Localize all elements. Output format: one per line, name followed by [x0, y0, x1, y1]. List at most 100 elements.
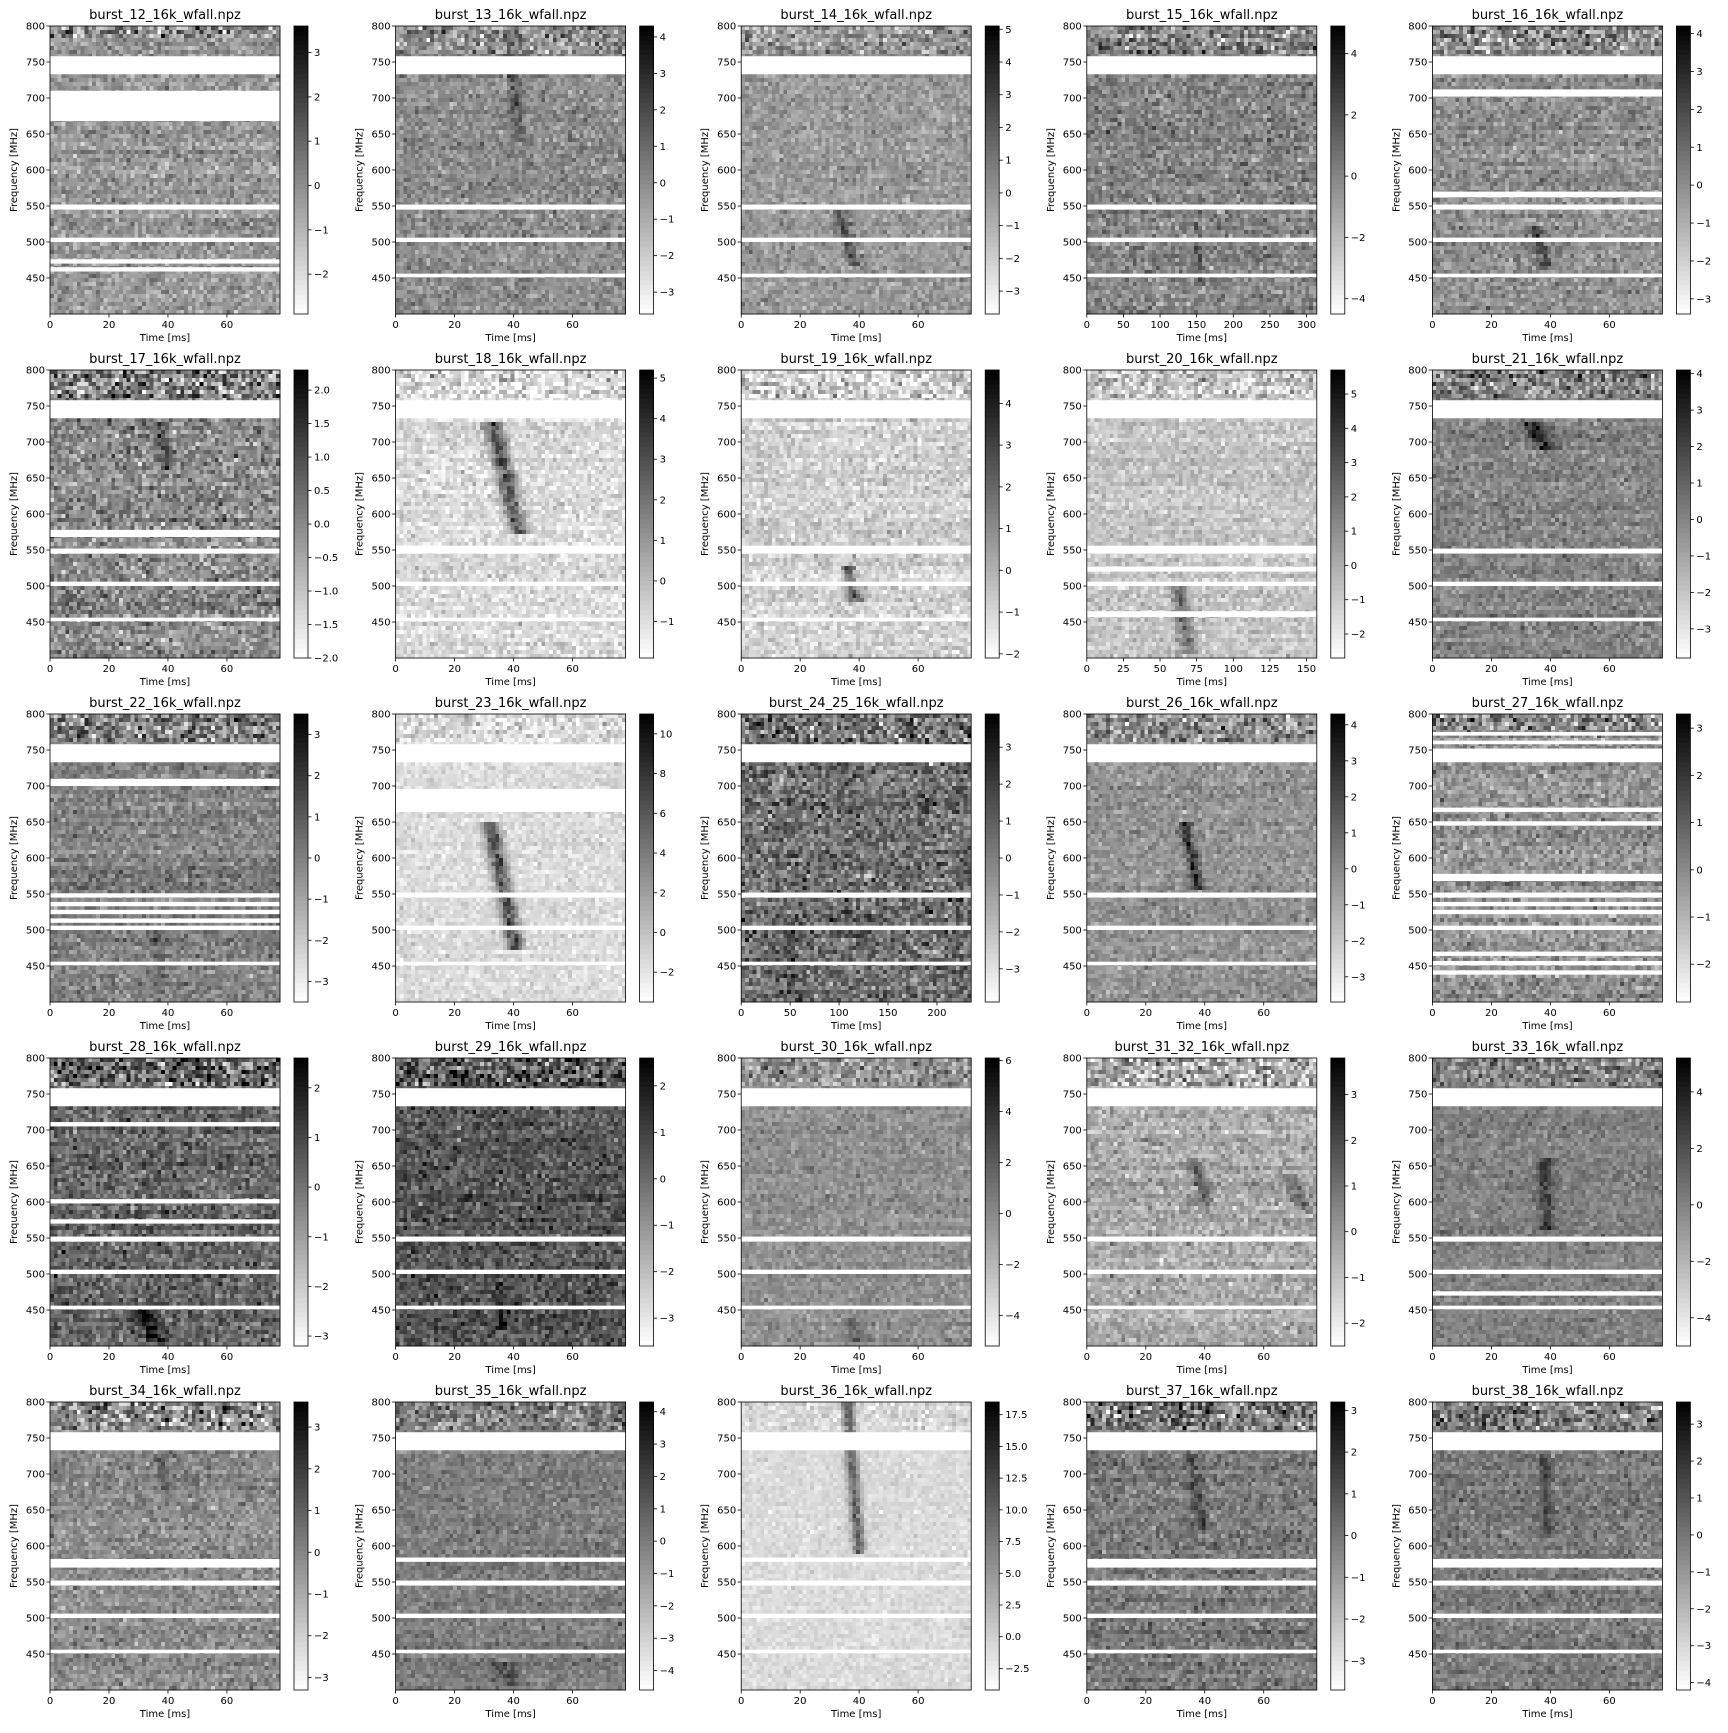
- y-tick-label: 450: [1408, 1650, 1427, 1661]
- x-tick-label: 75: [1190, 664, 1203, 675]
- x-tick-label: 40: [507, 1008, 520, 1019]
- masked-band: [1087, 56, 1317, 74]
- colorbar: [294, 26, 308, 314]
- y-tick-label: 800: [1063, 366, 1082, 377]
- colorbar-tick-label: −2: [314, 936, 329, 947]
- chart-title: burst_29_16k_wfall.npz: [435, 1040, 587, 1055]
- masked-band: [1087, 546, 1317, 554]
- y-tick-label: 600: [1408, 166, 1427, 177]
- y-tick-label: 650: [372, 474, 391, 485]
- y-tick-label: 700: [1408, 1126, 1427, 1137]
- x-tick-label: 100: [1224, 664, 1243, 675]
- y-axis-label: Frequency [MHz]: [1391, 1160, 1402, 1244]
- masked-band: [741, 1581, 971, 1586]
- masked-band: [396, 1088, 626, 1106]
- x-tick-label: 0: [392, 664, 398, 675]
- y-axis-label: Frequency [MHz]: [1391, 816, 1402, 900]
- x-tick-label: 25: [1117, 664, 1130, 675]
- colorbar-tick-label: −1: [1351, 595, 1366, 606]
- y-tick-label: 600: [26, 166, 45, 177]
- colorbar-tick-label: 3: [1696, 406, 1702, 417]
- y-tick-label: 550: [1063, 1234, 1082, 1245]
- y-tick-label: 700: [1408, 782, 1427, 793]
- colorbar: [1331, 26, 1345, 314]
- colorbar-tick-label: 4: [660, 849, 666, 860]
- colorbar-tick-label: 3: [1351, 1090, 1357, 1101]
- colorbar-tick-label: 15.0: [1005, 1442, 1027, 1453]
- y-axis-label: Frequency [MHz]: [1391, 472, 1402, 556]
- colorbar-tick-label: −2: [1005, 649, 1020, 660]
- colorbar-tick-label: −2: [1696, 256, 1711, 267]
- y-axis-label: Frequency [MHz]: [1046, 816, 1057, 900]
- y-tick-label: 500: [26, 926, 45, 937]
- y-tick-label: 750: [26, 1434, 45, 1445]
- colorbar-tick-label: 4: [1005, 58, 1011, 69]
- x-tick-label: 40: [1544, 1008, 1557, 1019]
- masked-band: [1432, 1614, 1662, 1618]
- y-axis-label: Frequency [MHz]: [9, 816, 20, 900]
- x-tick-label: 0: [1084, 664, 1090, 675]
- x-tick-label: 60: [912, 1696, 925, 1707]
- colorbar-tick-label: 5.0: [1005, 1569, 1021, 1580]
- y-tick-label: 650: [372, 1162, 391, 1173]
- x-tick-label: 20: [448, 320, 461, 331]
- chart-title: burst_34_16k_wfall.npz: [89, 1384, 241, 1399]
- y-axis-label: Frequency [MHz]: [1046, 472, 1057, 556]
- x-tick-label: 200: [1224, 320, 1243, 331]
- colorbar: [985, 370, 999, 658]
- masked-band: [1432, 400, 1662, 418]
- colorbar-tick-label: −1: [660, 1221, 675, 1232]
- y-tick-label: 650: [1408, 818, 1427, 829]
- colorbar-tick-label: 3: [660, 1440, 666, 1451]
- y-tick-label: 650: [1408, 474, 1427, 485]
- y-tick-label: 650: [26, 130, 45, 141]
- x-tick-label: 40: [162, 320, 175, 331]
- colorbar-tick-label: 3: [1005, 90, 1011, 101]
- y-tick-label: 650: [1408, 130, 1427, 141]
- colorbar: [1331, 1058, 1345, 1346]
- y-tick-label: 500: [1408, 926, 1427, 937]
- masked-band: [1087, 1581, 1317, 1586]
- masked-band: [1432, 808, 1662, 812]
- chart-title: burst_23_16k_wfall.npz: [435, 696, 587, 711]
- x-axis-label: Time [ms]: [1521, 333, 1573, 344]
- y-tick-label: 800: [1408, 1054, 1427, 1065]
- y-tick-label: 450: [717, 962, 736, 973]
- masked-band: [50, 1122, 280, 1126]
- y-tick-label: 550: [1408, 546, 1427, 557]
- x-tick-label: 60: [1603, 320, 1616, 331]
- masked-band: [1432, 192, 1662, 198]
- colorbar-tick-label: 4: [1005, 1107, 1011, 1118]
- y-tick-label: 700: [1063, 782, 1082, 793]
- x-tick-label: 150: [1187, 320, 1206, 331]
- masked-band: [741, 1237, 971, 1242]
- y-tick-label: 700: [1408, 1470, 1427, 1481]
- y-tick-label: 450: [1063, 274, 1082, 285]
- masked-band: [1432, 238, 1662, 242]
- x-tick-label: 0: [1429, 1696, 1435, 1707]
- x-axis-label: Time [ms]: [484, 1709, 536, 1720]
- masked-band: [1432, 618, 1662, 622]
- colorbar: [1331, 714, 1345, 1002]
- colorbar-tick-label: 1: [1696, 818, 1702, 829]
- masked-band: [1087, 238, 1317, 242]
- masked-band: [1432, 582, 1662, 586]
- y-tick-label: 650: [1063, 818, 1082, 829]
- y-tick-label: 550: [1063, 1578, 1082, 1589]
- y-tick-label: 500: [26, 582, 45, 593]
- colorbar-tick-label: 2: [1696, 442, 1702, 453]
- colorbar-tick-label: 1: [1005, 524, 1011, 535]
- masked-band: [396, 1306, 626, 1310]
- y-tick-label: 600: [26, 854, 45, 865]
- x-tick-label: 40: [1198, 1696, 1211, 1707]
- chart-title: burst_22_16k_wfall.npz: [89, 696, 241, 711]
- y-tick-label: 700: [26, 94, 45, 105]
- masked-band: [50, 1088, 280, 1106]
- x-tick-label: 60: [1257, 1008, 1270, 1019]
- colorbar-tick-label: 2: [314, 771, 320, 782]
- colorbar-tick-label: 2: [1696, 105, 1702, 116]
- colorbar-tick-label: 1.0: [314, 453, 330, 464]
- masked-band: [50, 744, 280, 762]
- colorbar-tick-label: 0.0: [314, 520, 330, 531]
- x-tick-label: 20: [103, 664, 116, 675]
